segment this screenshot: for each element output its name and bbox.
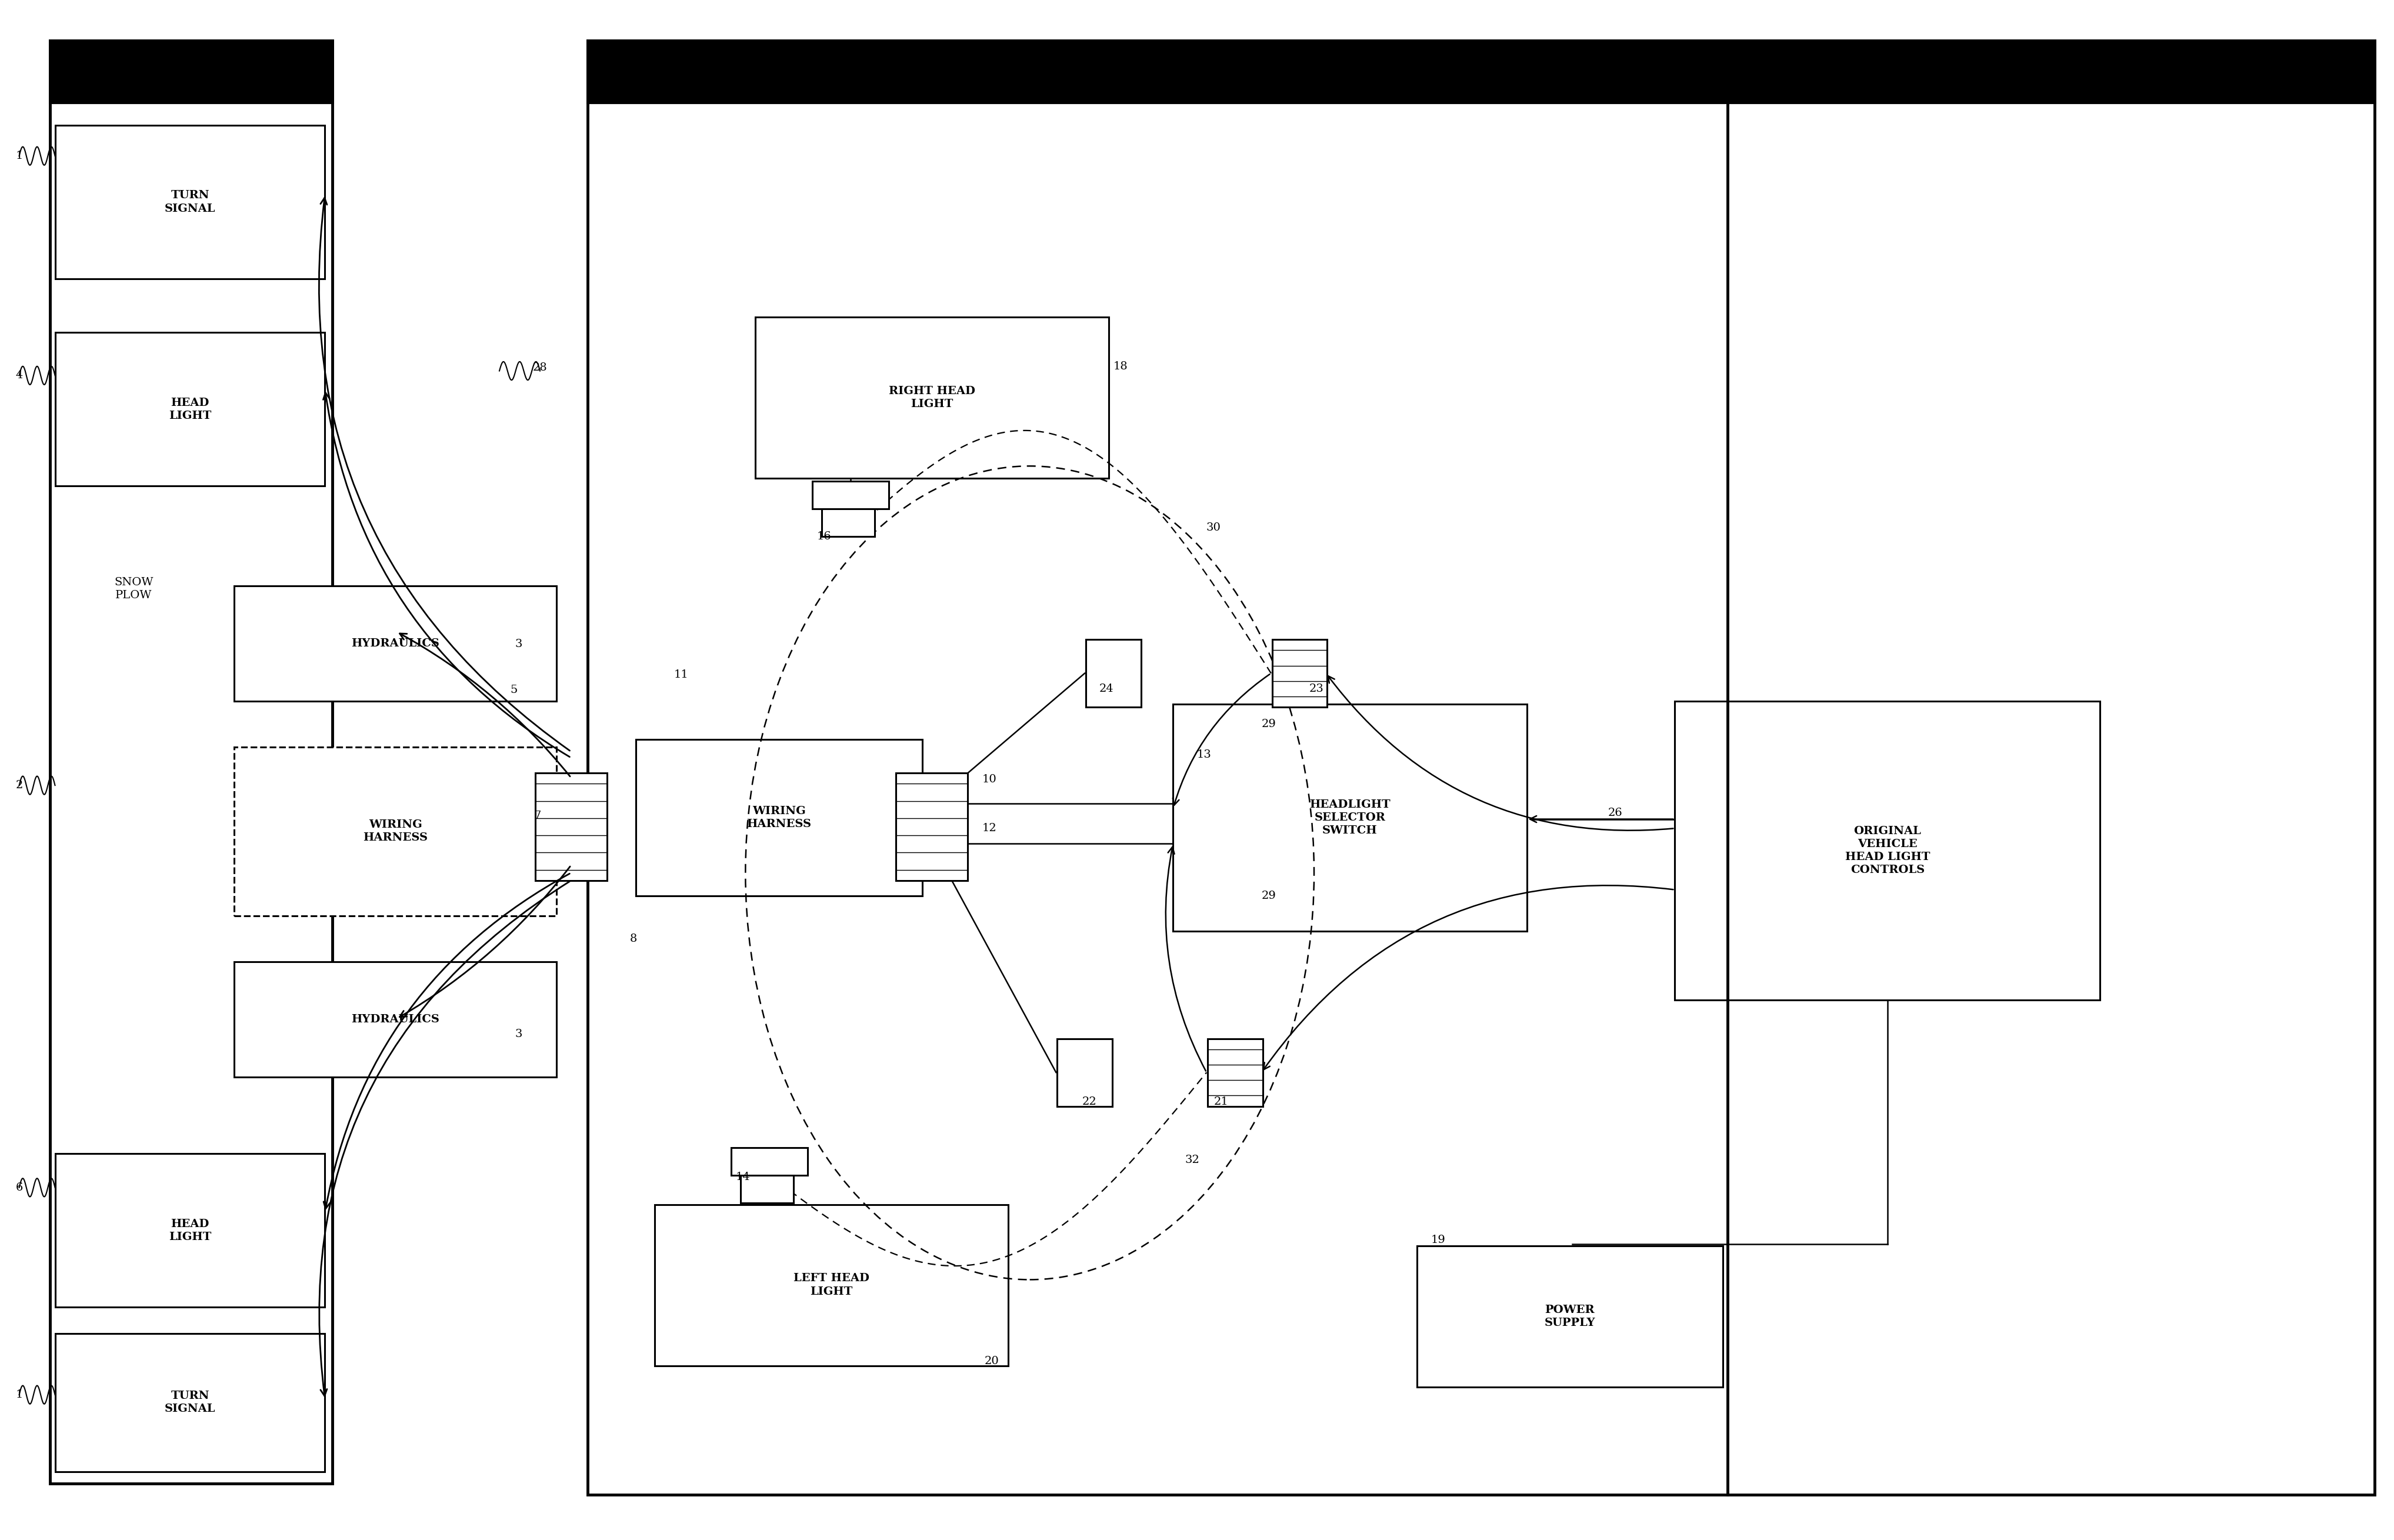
Text: 21: 21 [1214, 1096, 1228, 1107]
Text: 19: 19 [1432, 1235, 1446, 1244]
Text: 14: 14 [735, 1172, 749, 1183]
FancyBboxPatch shape [1207, 1038, 1262, 1106]
FancyBboxPatch shape [55, 333, 326, 487]
Text: 8: 8 [630, 933, 637, 944]
FancyBboxPatch shape [895, 773, 967, 881]
Text: HYDRAULICS: HYDRAULICS [352, 1015, 440, 1024]
FancyBboxPatch shape [589, 42, 2375, 102]
FancyBboxPatch shape [1271, 639, 1326, 707]
FancyBboxPatch shape [754, 317, 1108, 479]
Text: 26: 26 [1609, 807, 1623, 818]
Text: WIRING
HARNESS: WIRING HARNESS [747, 805, 812, 830]
Text: 16: 16 [816, 531, 831, 542]
Text: 2: 2 [14, 781, 24, 790]
FancyBboxPatch shape [235, 747, 558, 916]
FancyBboxPatch shape [1676, 701, 2100, 1001]
FancyBboxPatch shape [634, 739, 922, 896]
Text: 11: 11 [673, 670, 687, 681]
FancyBboxPatch shape [50, 42, 333, 102]
Text: LEFT HEAD
LIGHT: LEFT HEAD LIGHT [792, 1274, 869, 1297]
Text: 22: 22 [1082, 1096, 1096, 1107]
Text: HYDRAULICS: HYDRAULICS [352, 638, 440, 648]
Text: SNOW
PLOW: SNOW PLOW [115, 578, 153, 601]
Text: 7: 7 [534, 810, 541, 821]
FancyBboxPatch shape [730, 1147, 807, 1175]
FancyBboxPatch shape [50, 42, 333, 1485]
Text: POWER
SUPPLY: POWER SUPPLY [1544, 1304, 1594, 1329]
FancyBboxPatch shape [654, 1204, 1008, 1366]
Text: 18: 18 [1113, 360, 1128, 371]
FancyBboxPatch shape [1058, 1038, 1113, 1106]
Text: WIRING
HARNESS: WIRING HARNESS [364, 819, 429, 844]
FancyBboxPatch shape [55, 125, 326, 279]
Text: 3: 3 [515, 1029, 522, 1040]
FancyBboxPatch shape [235, 585, 558, 701]
Text: 29: 29 [1262, 719, 1276, 730]
Text: 13: 13 [1197, 750, 1211, 759]
FancyBboxPatch shape [536, 773, 608, 881]
FancyBboxPatch shape [740, 1175, 792, 1203]
Text: RIGHT HEAD
LIGHT: RIGHT HEAD LIGHT [888, 387, 974, 410]
FancyBboxPatch shape [1417, 1246, 1724, 1388]
Text: 29: 29 [1262, 890, 1276, 901]
Text: 5: 5 [510, 685, 517, 696]
Text: 1: 1 [14, 151, 24, 162]
Text: HEAD
LIGHT: HEAD LIGHT [168, 1218, 211, 1243]
Text: TURN
SIGNAL: TURN SIGNAL [165, 1391, 215, 1414]
Text: TURN
SIGNAL: TURN SIGNAL [165, 191, 215, 214]
FancyBboxPatch shape [1173, 704, 1527, 932]
Text: HEAD
LIGHT: HEAD LIGHT [168, 397, 211, 420]
Text: 24: 24 [1099, 684, 1113, 695]
Text: 10: 10 [982, 775, 996, 784]
Text: 12: 12 [982, 822, 996, 833]
Text: 30: 30 [1207, 522, 1221, 533]
Text: 4: 4 [14, 370, 24, 380]
Text: 32: 32 [1185, 1155, 1199, 1166]
Text: 28: 28 [534, 362, 548, 373]
FancyBboxPatch shape [235, 962, 558, 1076]
FancyBboxPatch shape [821, 510, 874, 536]
Text: 1: 1 [14, 1389, 24, 1400]
Text: 6: 6 [14, 1183, 24, 1194]
FancyBboxPatch shape [55, 1334, 326, 1472]
Text: 20: 20 [984, 1355, 998, 1366]
FancyBboxPatch shape [55, 1153, 326, 1307]
FancyBboxPatch shape [812, 482, 888, 510]
Text: ORIGINAL
VEHICLE
HEAD LIGHT
CONTROLS: ORIGINAL VEHICLE HEAD LIGHT CONTROLS [1846, 825, 1930, 875]
FancyBboxPatch shape [589, 42, 2375, 1494]
Text: 3: 3 [515, 639, 522, 650]
Text: HEADLIGHT
SELECTOR
SWITCH: HEADLIGHT SELECTOR SWITCH [1310, 799, 1391, 836]
FancyBboxPatch shape [1087, 639, 1142, 707]
Text: 23: 23 [1310, 684, 1324, 695]
